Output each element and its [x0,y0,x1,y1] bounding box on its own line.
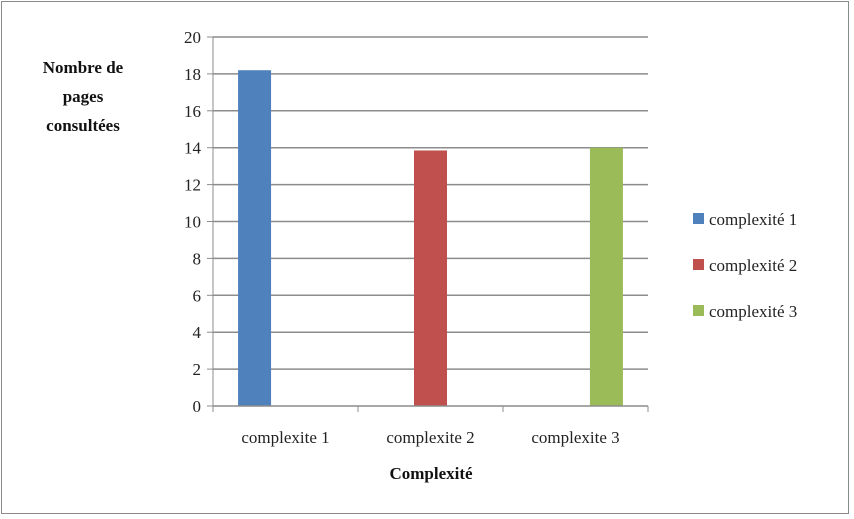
y-tick-labels: 0 2 4 6 8 10 12 14 16 18 20 [184,28,202,416]
bars [238,70,623,407]
y-tick-label: 16 [184,102,201,121]
x-category-label: complexite 2 [386,428,474,447]
y-tick-label: 10 [184,213,201,232]
y-tick-label: 14 [184,139,202,158]
y-tick-label: 12 [184,176,201,195]
y-tick-label: 20 [184,28,201,47]
legend: complexité 1 complexité 2 complexité 3 [693,210,797,321]
y-tick-label: 18 [184,65,201,84]
legend-swatch [693,305,704,316]
y-tick-label: 4 [193,323,202,342]
y-tick-label: 6 [193,286,202,305]
x-category-labels: complexite 1 complexite 2 complexite 3 [241,428,619,447]
gridlines [213,36,648,370]
legend-label: complexité 3 [709,302,797,321]
legend-swatch [693,213,704,224]
bar [238,70,272,407]
legend-label: complexité 1 [709,210,797,229]
x-axis-title: Complexité [389,464,473,483]
y-tick-label: 0 [193,397,202,416]
legend-label: complexité 2 [709,256,797,275]
y-axis-title-line: consultées [46,116,120,135]
y-axis-title-line: pages [63,87,104,106]
axes [207,36,649,412]
bar [589,147,623,406]
y-axis-title-line: Nombre de [43,58,124,77]
x-category-label: complexite 1 [241,428,329,447]
y-tick-label: 8 [193,249,202,268]
bar [414,150,447,406]
x-category-label: complexite 3 [531,428,619,447]
y-axis-title: Nombre de pages consultées [43,58,124,135]
legend-swatch [693,259,704,270]
y-tick-label: 2 [193,360,202,379]
